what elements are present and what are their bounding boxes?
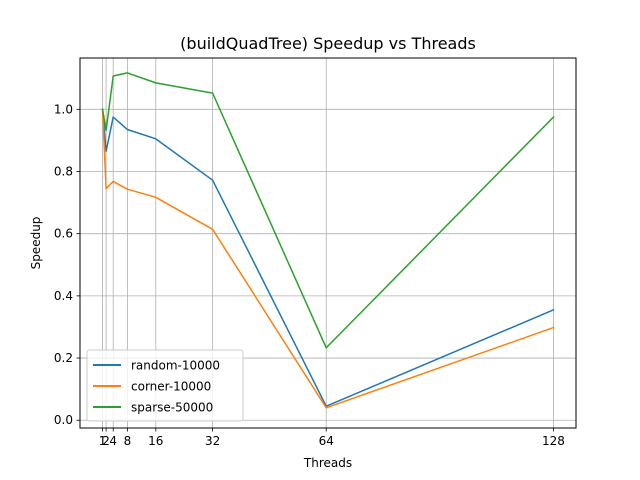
x-ticks: 12 4 8 16 32 64 128 — [99, 428, 565, 448]
series-line-random-10000 — [101, 108, 555, 407]
x-tick-label: 8 — [124, 434, 132, 448]
x-tick-label: 128 — [542, 434, 565, 448]
legend-entry: sparse-50000 — [131, 401, 213, 415]
x-tick-label: 16 — [148, 434, 163, 448]
y-tick-label: 0.4 — [54, 289, 73, 303]
y-tick-label: 0.8 — [54, 164, 73, 178]
series-lines — [101, 72, 555, 409]
series-line-sparse-50000 — [101, 72, 555, 349]
x-tick-label: 4 — [109, 434, 117, 448]
plot-frame — [79, 57, 577, 429]
legend-box — [86, 349, 244, 422]
chart-title: (buildQuadTree) Speedup vs Threads — [180, 34, 476, 53]
x-tick-label: 32 — [205, 434, 220, 448]
y-axis-label: Speedup — [29, 217, 43, 270]
legend-entry: corner-10000 — [131, 380, 211, 394]
legend: random-10000 corner-10000 sparse-50000 — [86, 349, 244, 422]
y-tick-label: 0.2 — [54, 351, 73, 365]
y-tick-label: 1.0 — [54, 102, 73, 116]
series-line-corner-10000 — [101, 108, 555, 409]
legend-entry: random-10000 — [131, 359, 220, 373]
y-tick-label: 0.0 — [54, 413, 73, 427]
x-tick-label: 64 — [319, 434, 334, 448]
y-ticks: 0.0 0.2 0.4 0.6 0.8 1.0 — [54, 102, 80, 427]
x-axis-label: Threads — [303, 456, 352, 470]
x-tick-label: 1 — [99, 434, 107, 448]
x-tick-label: 2 — [102, 434, 110, 448]
y-tick-label: 0.6 — [54, 227, 73, 241]
